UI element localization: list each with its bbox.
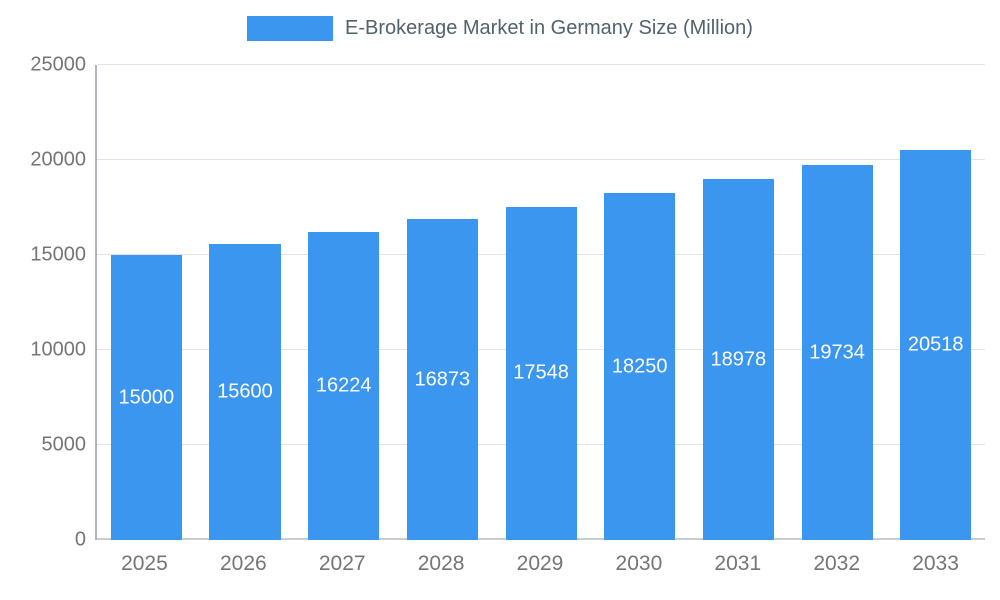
chart-title: E-Brokerage Market in Germany Size (Mill…	[345, 17, 753, 39]
bar-column-2030: 18250	[590, 65, 689, 540]
x-tick-label-2033: 2033	[912, 552, 959, 575]
y-tick-label-20000: 20000	[30, 148, 86, 171]
bar-value-label-2032: 19734	[809, 341, 865, 364]
bar-2028[interactable]: 16873	[406, 219, 478, 540]
bar-column-2025: 15000	[97, 65, 196, 540]
bar-2027[interactable]: 16224	[308, 231, 380, 540]
bar-column-2028: 16873	[393, 65, 492, 540]
bar-value-label-2033: 20518	[907, 333, 964, 356]
x-tick-label-2029: 2029	[516, 552, 564, 575]
y-axis-labels: 0 5000 10000 15000 20000 25000	[0, 54, 87, 551]
gridline-20000	[97, 159, 985, 160]
bar-column-2033: 20518	[886, 65, 985, 540]
bar-column-2029: 17548	[492, 65, 591, 540]
bar-column-2031: 18978	[689, 65, 788, 540]
bar-2031[interactable]: 18978	[702, 179, 774, 540]
bar-value-label-2028: 16873	[414, 368, 471, 391]
x-axis-labels: 2025 2026 2027 2028 2029 2030 2031 2032 2033	[95, 552, 985, 576]
x-tick-label-2031: 2031	[714, 552, 762, 575]
y-tick-label-25000: 25000	[30, 53, 86, 76]
bar-2033[interactable]: 20518	[900, 150, 972, 540]
bar-value-label-2030: 18250	[611, 355, 668, 378]
x-tick-label-2032: 2032	[813, 552, 861, 575]
bar-value-label-2029: 17548	[513, 361, 569, 384]
y-tick-label-15000: 15000	[30, 243, 86, 266]
bar-2025[interactable]: 15000	[110, 255, 182, 540]
bar-2029[interactable]: 17548	[505, 206, 577, 540]
bar-value-label-2025: 15000	[118, 386, 175, 408]
bar-column-2026: 15600	[196, 65, 295, 540]
bar-2026[interactable]: 15600	[209, 243, 281, 540]
plot-area: 15000 15600 16224 16873 17548 18250 18978 19734…	[95, 64, 985, 540]
bar-value-label-2027: 16224	[315, 374, 372, 397]
bar-column-2027: 16224	[294, 65, 393, 540]
y-tick-label-5000: 5000	[41, 433, 87, 456]
bar-value-label-2026: 15600	[217, 380, 273, 403]
x-tick-label-2025: 2025	[121, 552, 168, 575]
bar-value-label-2031: 18978	[710, 348, 767, 371]
bar-2030[interactable]: 18250	[604, 193, 676, 540]
bar-series: 15000 15600 16224 16873 17548 18250 18978 19734…	[97, 65, 985, 540]
legend-swatch	[247, 16, 334, 41]
bar-2032[interactable]: 19734	[801, 165, 873, 540]
y-tick-label-0: 0	[74, 528, 86, 551]
gridline-25000	[97, 64, 985, 65]
bar-column-2032: 19734	[788, 65, 887, 540]
chart-legend: E-Brokerage Market in Germany Size (Mill…	[0, 16, 1000, 41]
x-tick-label-2030: 2030	[615, 552, 663, 575]
x-tick-label-2027: 2027	[318, 552, 366, 575]
y-tick-label-10000: 10000	[30, 338, 86, 361]
x-tick-label-2028: 2028	[417, 552, 465, 575]
x-tick-label-2026: 2026	[219, 552, 267, 575]
